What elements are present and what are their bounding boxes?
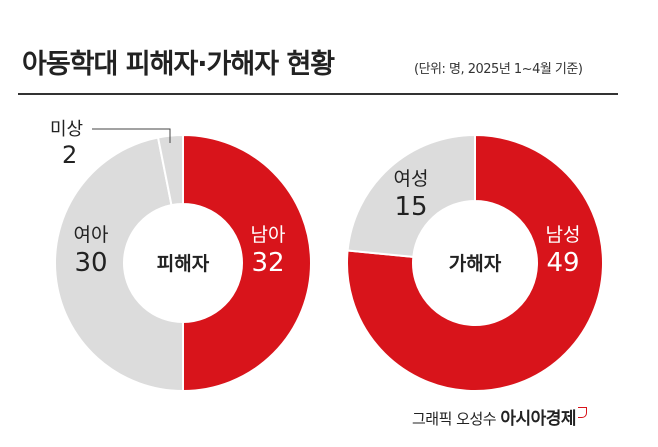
slice-label: 여성 xyxy=(394,168,429,190)
slice-victim-1 xyxy=(54,136,184,393)
donut-center-label: 가해자 xyxy=(449,253,502,275)
credit-prefix: 그래픽 오성수 xyxy=(412,410,497,428)
slice-label: 남성 xyxy=(546,224,581,246)
slice-perpetrator-0 xyxy=(346,133,604,392)
credit-line: 그래픽 오성수 아시아경제 xyxy=(412,404,588,429)
brand-logo-icon xyxy=(578,407,588,418)
leader-line xyxy=(92,128,171,143)
slice-label: 미상 xyxy=(50,119,83,140)
slice-value: 30 xyxy=(74,248,107,278)
title-divider xyxy=(18,93,618,95)
slice-perpetrator-1 xyxy=(346,133,476,259)
slice-value: 49 xyxy=(546,248,579,278)
slice-label: 여아 xyxy=(74,224,109,246)
unit-note: (단위: 명, 2025년 1~4월 기준) xyxy=(414,62,583,77)
donut-center-label: 피해자 xyxy=(157,253,210,275)
slice-victim-2 xyxy=(156,133,184,207)
slice-victim-0 xyxy=(182,133,312,393)
brand-name: 아시아경제 xyxy=(500,409,577,429)
slice-value: 2 xyxy=(62,141,77,169)
page-title: 아동학대 피해자·가해자 현황 xyxy=(22,49,335,80)
slice-value: 32 xyxy=(251,248,284,278)
slice-label: 남아 xyxy=(251,224,286,246)
slice-value: 15 xyxy=(394,192,427,222)
